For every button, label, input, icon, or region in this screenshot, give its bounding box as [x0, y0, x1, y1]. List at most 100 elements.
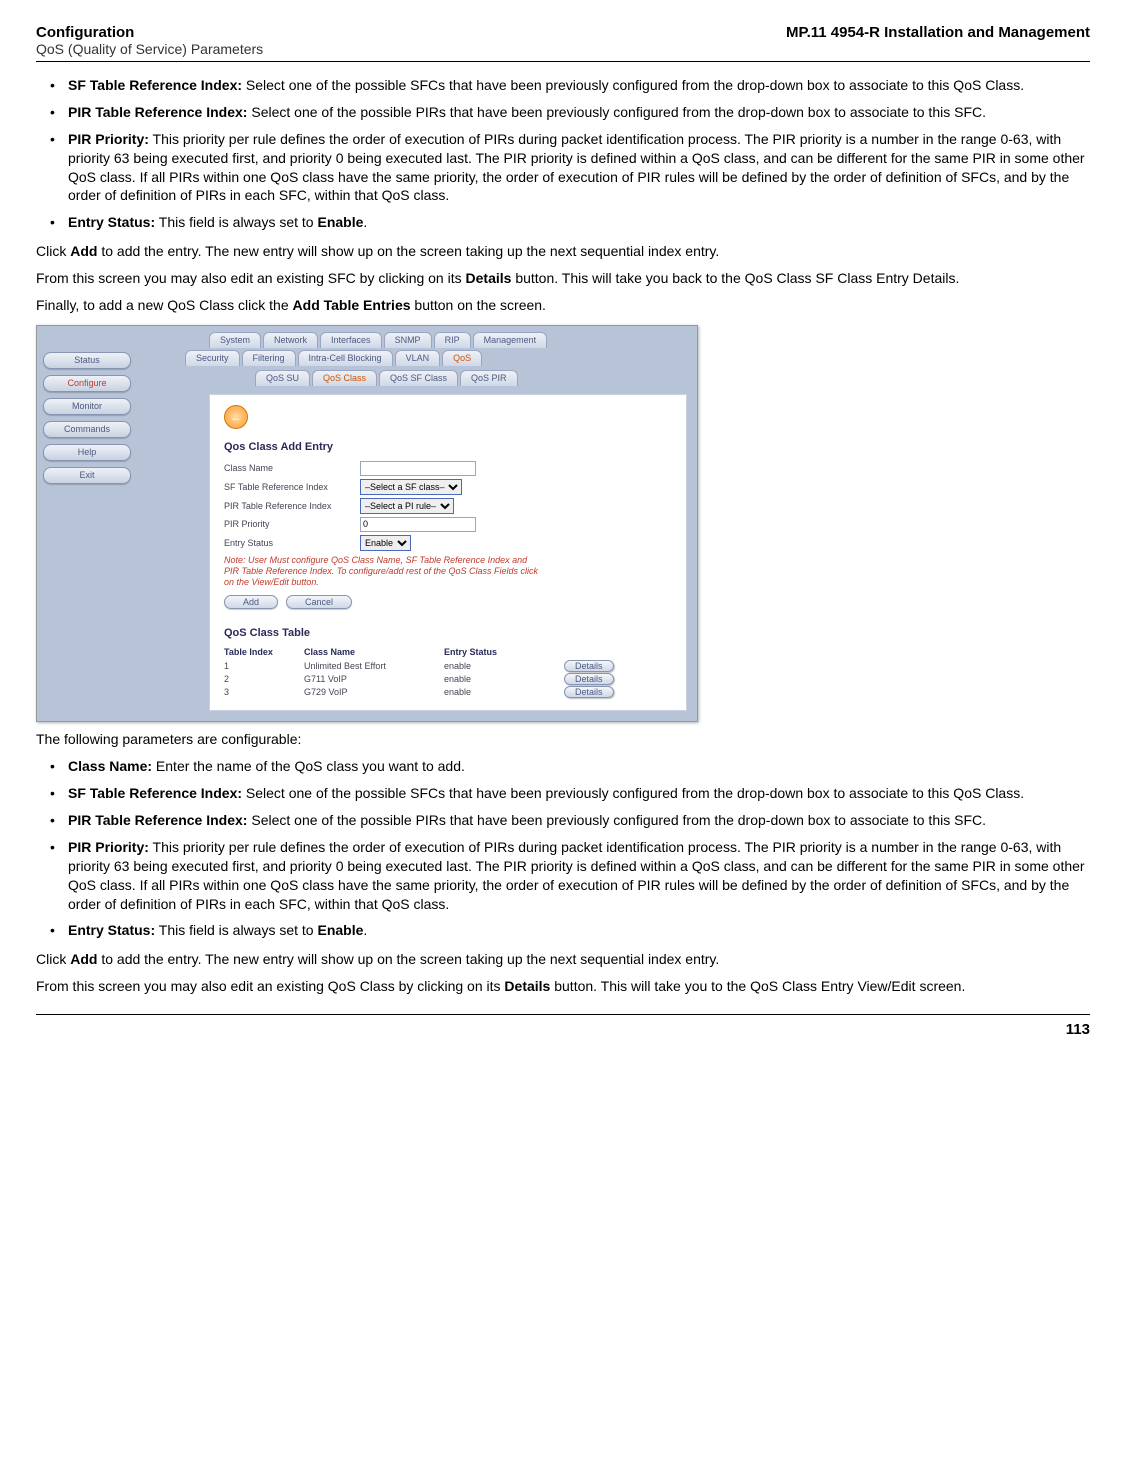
prio-label: PIR Priority [224, 519, 354, 529]
bullet-item: PIR Table Reference Index: Select one of… [68, 811, 1090, 830]
bullet-term: SF Table Reference Index: [68, 77, 242, 93]
bullets-bottom: Class Name: Enter the name of the QoS cl… [36, 757, 1090, 940]
td-name: G711 VoIP [304, 674, 444, 684]
bullet-item: Entry Status: This field is always set t… [68, 921, 1090, 940]
para-bold: Details [466, 270, 512, 286]
bullet-tail-bold: Enable [318, 922, 364, 938]
bullet-text: Select one of the possible PIRs that hav… [247, 104, 986, 120]
paragraph: From this screen you may also edit an ex… [36, 269, 1090, 288]
para-post: button on the screen. [411, 297, 546, 313]
bullet-term: Entry Status: [68, 922, 155, 938]
paragraph: Finally, to add a new QoS Class click th… [36, 296, 1090, 315]
tab-network[interactable]: Network [263, 332, 318, 348]
bullet-tail: . [363, 214, 367, 230]
paragraph: Click Add to add the entry. The new entr… [36, 950, 1090, 969]
bullet-text: Select one of the possible SFCs that hav… [242, 785, 1024, 801]
tab-qos[interactable]: QoS [442, 350, 482, 366]
table-row: 2 G711 VoIP enable Details [224, 674, 672, 684]
table-header: Table Index Class Name Entry Status [224, 647, 672, 657]
footer-rule [36, 1014, 1090, 1015]
bullet-item: PIR Priority: This priority per rule def… [68, 130, 1090, 206]
section-heading: QoS Class Table [224, 627, 672, 639]
tab-security[interactable]: Security [185, 350, 240, 366]
td-index: 1 [224, 661, 304, 671]
details-button[interactable]: Details [564, 660, 614, 672]
td-name: Unlimited Best Effort [304, 661, 444, 671]
sf-select[interactable]: –Select a SF class– [360, 479, 462, 495]
paragraph: From this screen you may also edit an ex… [36, 977, 1090, 996]
para-bold: Add [70, 951, 97, 967]
details-button[interactable]: Details [564, 686, 614, 698]
bullet-text: This field is always set to [155, 214, 317, 230]
para-post: to add the entry. The new entry will sho… [97, 951, 719, 967]
header-left-title: Configuration [36, 24, 134, 41]
bullet-item: PIR Table Reference Index: Select one of… [68, 103, 1090, 122]
para-pre: From this screen you may also edit an ex… [36, 270, 466, 286]
tab-vlan[interactable]: VLAN [395, 350, 441, 366]
tab-interfaces[interactable]: Interfaces [320, 332, 382, 348]
sidebar-item-status[interactable]: Status [43, 352, 131, 369]
sidebar-item-exit[interactable]: Exit [43, 467, 131, 484]
bullet-term: SF Table Reference Index: [68, 785, 242, 801]
prio-input[interactable] [360, 517, 476, 532]
tab-qos-class[interactable]: QoS Class [312, 370, 377, 386]
tab-rip[interactable]: RIP [434, 332, 471, 348]
para-pre: Click [36, 243, 70, 259]
th-index: Table Index [224, 647, 304, 657]
note-text: Note: User Must configure QoS Class Name… [224, 555, 544, 587]
bullet-text: This field is always set to [155, 922, 317, 938]
config-screenshot: Status Configure Monitor Commands Help E… [36, 325, 698, 722]
bullets-top: SF Table Reference Index: Select one of … [36, 76, 1090, 232]
sidebar-item-commands[interactable]: Commands [43, 421, 131, 438]
para-pre: From this screen you may also edit an ex… [36, 978, 504, 994]
back-button[interactable]: ← [224, 405, 248, 429]
header-rule [36, 61, 1090, 62]
tab-intracell[interactable]: Intra-Cell Blocking [298, 350, 393, 366]
para-bold: Add Table Entries [293, 297, 411, 313]
bullet-term: Entry Status: [68, 214, 155, 230]
bullet-tail-bold: Enable [318, 214, 364, 230]
bullet-item: SF Table Reference Index: Select one of … [68, 784, 1090, 803]
sidebar-item-help[interactable]: Help [43, 444, 131, 461]
class-name-input[interactable] [360, 461, 476, 476]
bullet-tail: . [363, 922, 367, 938]
td-index: 2 [224, 674, 304, 684]
bullet-item: PIR Priority: This priority per rule def… [68, 838, 1090, 914]
sidebar: Status Configure Monitor Commands Help E… [37, 326, 135, 721]
bullet-text: Select one of the possible SFCs that hav… [242, 77, 1024, 93]
header-sub: QoS (Quality of Service) Parameters [36, 41, 1090, 57]
sidebar-item-configure[interactable]: Configure [43, 375, 131, 392]
bullet-text: This priority per rule defines the order… [68, 131, 1085, 204]
tab-management[interactable]: Management [473, 332, 548, 348]
para-post: button. This will take you to the QoS Cl… [550, 978, 965, 994]
th-status: Entry Status [444, 647, 564, 657]
panel: ← Qos Class Add Entry Class Name SF Tabl… [209, 394, 687, 711]
para-pre: Click [36, 951, 70, 967]
bullet-text: Select one of the possible PIRs that hav… [247, 812, 986, 828]
bullet-term: Class Name: [68, 758, 152, 774]
bullet-term: PIR Priority: [68, 131, 149, 147]
tab-filtering[interactable]: Filtering [242, 350, 296, 366]
pir-select[interactable]: –Select a PI rule– [360, 498, 454, 514]
td-status: enable [444, 687, 564, 697]
details-button[interactable]: Details [564, 673, 614, 685]
para-post: button. This will take you back to the Q… [511, 270, 959, 286]
cancel-button[interactable]: Cancel [286, 595, 352, 609]
td-status: enable [444, 661, 564, 671]
bullet-text: This priority per rule defines the order… [68, 839, 1085, 912]
tab-snmp[interactable]: SNMP [384, 332, 432, 348]
tab-qos-pir[interactable]: QoS PIR [460, 370, 518, 386]
tab-qos-sfclass[interactable]: QoS SF Class [379, 370, 458, 386]
paragraph: Click Add to add the entry. The new entr… [36, 242, 1090, 261]
bullet-item: Entry Status: This field is always set t… [68, 213, 1090, 232]
tab-qos-su[interactable]: QoS SU [255, 370, 310, 386]
bullet-term: PIR Priority: [68, 839, 149, 855]
table-row: 1 Unlimited Best Effort enable Details [224, 661, 672, 671]
bullet-term: PIR Table Reference Index: [68, 104, 247, 120]
status-select[interactable]: Enable [360, 535, 411, 551]
para-bold: Add [70, 243, 97, 259]
td-index: 3 [224, 687, 304, 697]
add-button[interactable]: Add [224, 595, 278, 609]
tab-system[interactable]: System [209, 332, 261, 348]
sidebar-item-monitor[interactable]: Monitor [43, 398, 131, 415]
